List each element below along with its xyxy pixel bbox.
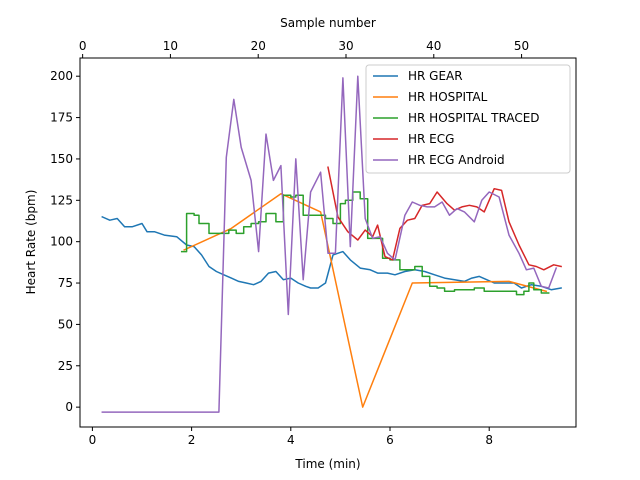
legend-box	[365, 64, 571, 174]
x2-tick-label: 20	[251, 39, 266, 53]
y-tick-label: 100	[50, 235, 73, 249]
y-axis-label: Heart Rate (bpm)	[24, 190, 38, 295]
x2-tick-label: 30	[338, 39, 353, 53]
x2-tick-label: 0	[79, 39, 87, 53]
x-tick-label: 4	[287, 433, 295, 447]
y-tick-label: 0	[65, 400, 73, 414]
x2-axis-label: Sample number	[280, 16, 376, 30]
x2-tick-label: 10	[163, 39, 178, 53]
series-line-hr-ecg-android	[101, 75, 558, 413]
legend-label-hr-hospital-traced: HR HOSPITAL TRACED	[408, 111, 540, 125]
legend: HR GEAR HR HOSPITAL HR HOSPITAL TRACED HR E…	[365, 64, 571, 174]
y-tick-label: 25	[58, 359, 73, 373]
y-tick-label: 200	[50, 69, 73, 83]
x2-tick-label: 40	[426, 39, 441, 53]
plot-frame	[79, 57, 577, 428]
y-tick-label: 175	[50, 111, 73, 125]
y-tick-label: 125	[50, 193, 73, 207]
x-tick-label: 2	[188, 433, 196, 447]
series-line-hr-hospital	[183, 192, 548, 408]
legend-label-hr-ecg: HR ECG	[408, 132, 454, 146]
x2-tick-label: 50	[514, 39, 529, 53]
legend-label-hr-gear: HR GEAR	[408, 69, 463, 83]
legend-items: HR GEAR HR HOSPITAL HR HOSPITAL TRACED HR E…	[373, 69, 540, 167]
ticks-layer: 0 2 4 6 8 0 10 20 30 40 50 0 25 50 75 100 125 150 175 200	[50, 39, 529, 447]
series-layer	[101, 75, 562, 413]
legend-label-hr-ecg-android: HR ECG Android	[408, 153, 505, 167]
y-tick-label: 75	[58, 276, 73, 290]
series-line-hr-gear	[101, 215, 562, 291]
y-tick-label: 150	[50, 152, 73, 166]
x-tick-label: 6	[386, 433, 394, 447]
x-axis-label: Time (min)	[294, 457, 360, 471]
x-tick-label: 8	[485, 433, 493, 447]
x-tick-label: 0	[89, 433, 97, 447]
legend-label-hr-hospital: HR HOSPITAL	[408, 90, 488, 104]
y-tick-label: 50	[58, 317, 73, 331]
